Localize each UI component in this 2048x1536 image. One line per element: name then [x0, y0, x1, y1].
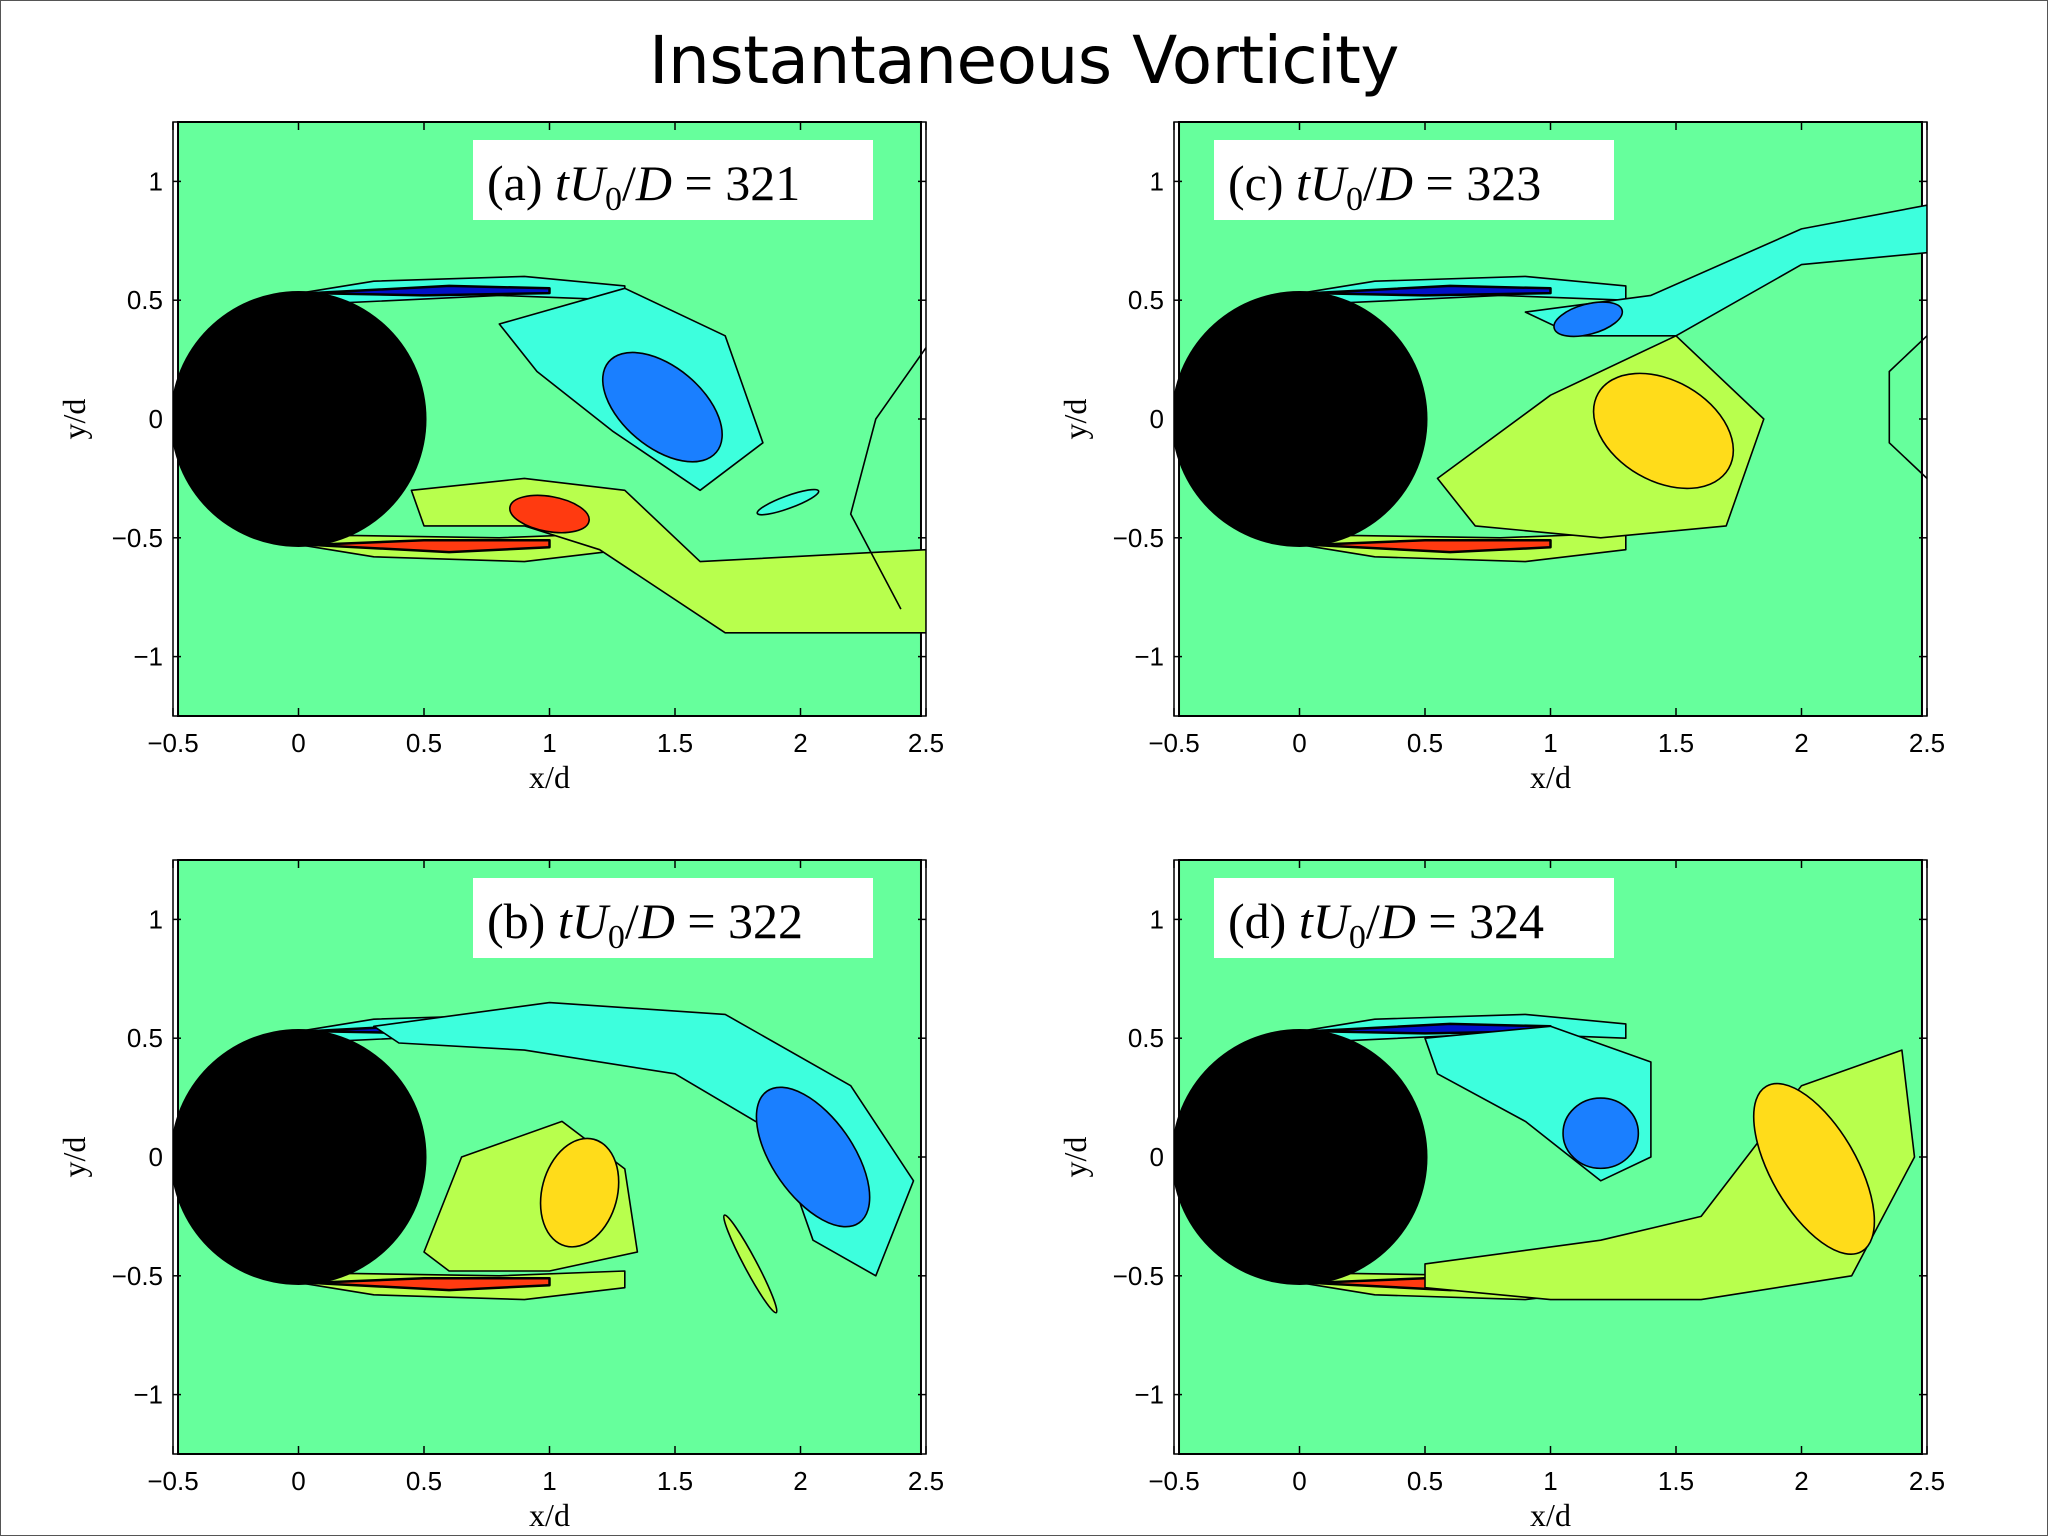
x-tick-label: 1.5	[1658, 728, 1694, 758]
y-tick-label: 0	[1150, 1142, 1164, 1172]
x-tick-label: −0.5	[1148, 728, 1199, 758]
panel-label: (d) tU0/D = 324	[1228, 893, 1544, 956]
y-tick-label: 0.5	[127, 285, 163, 315]
y-tick-label: 0	[1150, 404, 1164, 434]
x-tick-label: 2.5	[1909, 728, 1945, 758]
x-tick-label: 2.5	[908, 1466, 944, 1496]
y-tick-label: −0.5	[112, 1261, 163, 1291]
negative-trail	[1524, 204, 1927, 337]
negative-vortex-core	[755, 1086, 871, 1228]
panel-b: −0.5 0 0.5 1 1.5 2 2.5−1−0.500.51x/dy/d(b) tU0…	[56, 859, 944, 1533]
x-tick-label: −0.5	[147, 1466, 198, 1496]
x-tick-label: 2.5	[1909, 1466, 1945, 1496]
y-axis-label: y/d	[1057, 399, 1093, 440]
y-tick-label: −0.5	[1113, 1261, 1164, 1291]
y-tick-label: 1	[1150, 904, 1164, 934]
lower-shear-core	[1310, 538, 1552, 554]
cylinder	[1174, 1029, 1428, 1285]
x-tick-label: 1	[542, 1466, 556, 1496]
x-tick-label: 2	[793, 728, 807, 758]
y-axis-label: y/d	[56, 1137, 92, 1178]
x-tick-label: −0.5	[147, 728, 198, 758]
panel-label-box	[473, 878, 873, 958]
x-tick-label: 2	[1794, 728, 1808, 758]
negative-vortex-core	[1553, 301, 1624, 338]
y-tick-label: 0.5	[127, 1023, 163, 1053]
y-tick-label: −1	[133, 1380, 163, 1410]
panel-label: (b) tU0/D = 322	[487, 893, 803, 956]
negative-trail	[373, 1001, 915, 1277]
panel-label-box	[1214, 140, 1614, 220]
panel-label-box	[473, 140, 873, 220]
wake-contours	[1174, 204, 1927, 563]
lower-shear-core	[309, 1276, 551, 1292]
x-tick-label: 1	[1543, 1466, 1557, 1496]
cylinder	[173, 291, 427, 547]
y-tick-label: 1	[149, 904, 163, 934]
y-tick-label: 1	[149, 166, 163, 196]
outer-contour	[849, 347, 926, 610]
panel-c: −0.5 0 0.5 1 1.5 2 2.5−1−0.500.51x/dy/d(c) tU0…	[1057, 121, 1945, 795]
y-tick-label: −1	[1134, 1380, 1164, 1410]
x-tick-label: 2	[793, 1466, 807, 1496]
positive-vortex-core	[509, 494, 590, 534]
positive-vortex-core	[1752, 1082, 1876, 1255]
x-tick-label: 0.5	[406, 1466, 442, 1496]
y-tick-label: −0.5	[112, 523, 163, 553]
x-tick-label: 2.5	[908, 728, 944, 758]
x-tick-label: −0.5	[1148, 1466, 1199, 1496]
small-patch	[756, 488, 820, 516]
negative-vortex-core	[601, 351, 723, 463]
panel-a: −0.5 0 0.5 1 1.5 2 2.5−1−0.500.51x/dy/d(a) tU0…	[56, 121, 944, 795]
x-tick-label: 0.5	[1407, 728, 1443, 758]
x-tick-label: 1	[1543, 728, 1557, 758]
x-tick-label: 2	[1794, 1466, 1808, 1496]
panel-d: −0.5 0 0.5 1 1.5 2 2.5−1−0.500.51x/dy/d(d) tU0…	[1057, 859, 1945, 1533]
upper-shear-core	[309, 284, 551, 297]
y-tick-label: −1	[133, 642, 163, 672]
y-tick-label: 0	[149, 404, 163, 434]
upper-shear-core	[1310, 284, 1552, 297]
positive-vortex-core	[539, 1137, 620, 1248]
y-axis-label: y/d	[56, 399, 92, 440]
y-tick-label: 0.5	[1128, 285, 1164, 315]
x-tick-label: 0	[1292, 728, 1306, 758]
y-tick-label: −0.5	[1113, 523, 1164, 553]
outer-contour	[1888, 335, 1927, 479]
x-tick-label: 0	[291, 1466, 305, 1496]
x-axis-label: x/d	[1530, 759, 1571, 795]
x-tick-label: 1.5	[657, 728, 693, 758]
panel-label-box	[1214, 878, 1614, 958]
x-tick-label: 0.5	[1407, 1466, 1443, 1496]
x-tick-label: 1.5	[1658, 1466, 1694, 1496]
y-tick-label: −1	[1134, 642, 1164, 672]
lower-shear-core	[309, 538, 551, 554]
x-tick-label: 0.5	[406, 728, 442, 758]
x-tick-label: 0	[1292, 1466, 1306, 1496]
x-tick-label: 0	[291, 728, 305, 758]
wake-contours	[173, 1001, 915, 1314]
y-tick-label: 0.5	[1128, 1023, 1164, 1053]
x-axis-label: x/d	[529, 1497, 570, 1533]
y-axis-label: y/d	[1057, 1137, 1093, 1178]
x-tick-label: 1.5	[657, 1466, 693, 1496]
wake-contours	[173, 275, 926, 634]
small-patch	[722, 1214, 778, 1314]
panel-label: (a) tU0/D = 321	[487, 155, 800, 218]
negative-vortex-core	[1562, 1097, 1640, 1170]
cylinder	[173, 1029, 427, 1285]
y-tick-label: 0	[149, 1142, 163, 1172]
x-axis-label: x/d	[1530, 1497, 1571, 1533]
wake-contours	[1174, 1013, 1916, 1301]
cylinder	[1174, 291, 1428, 547]
panel-label: (c) tU0/D = 323	[1228, 155, 1541, 218]
x-tick-label: 1	[542, 728, 556, 758]
positive-vortex-core	[1592, 372, 1735, 490]
y-tick-label: 1	[1150, 166, 1164, 196]
x-axis-label: x/d	[529, 759, 570, 795]
slide-title: Instantaneous Vorticity	[649, 22, 1399, 99]
